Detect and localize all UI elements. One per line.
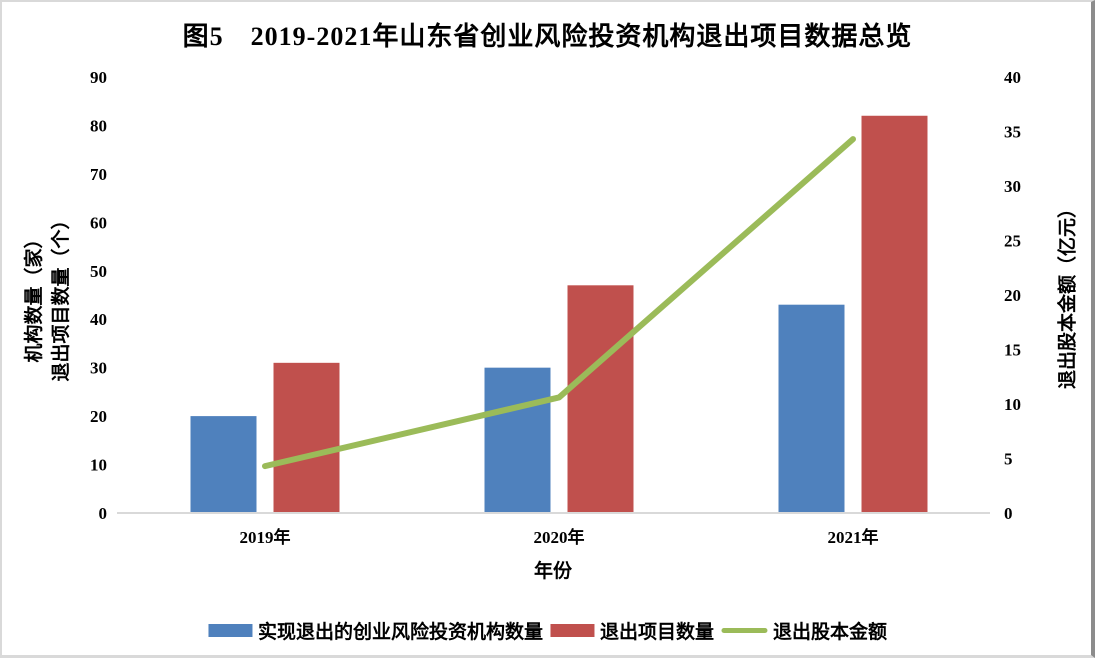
line-equity-amount: [262, 136, 856, 470]
right-axis-tick-label: 35: [1004, 123, 1021, 142]
right-axis-title: 退出股本金额（亿元）: [1057, 198, 1079, 390]
legend-swatch-red-bar: [549, 624, 594, 637]
bar-projects-2021年: [861, 115, 928, 513]
left-axis-title: 机构数量（家） 退出项目数量（个）: [21, 210, 75, 381]
right-axis-tick-label: 5: [1004, 450, 1013, 469]
bar-institutions-2021年: [778, 304, 845, 513]
legend-item-equity: 退出股本金额: [721, 617, 887, 644]
left-axis-tick-label: 30: [90, 359, 107, 378]
left-axis-tick-label: 90: [90, 68, 107, 87]
chart-title: 图5 2019-2021年山东省创业风险投资机构退出项目数据总览: [182, 22, 913, 51]
right-axis-tick-label: 0: [1004, 504, 1013, 523]
x-axis-category-label: 2020年: [534, 527, 585, 547]
plot-area: 0 10 20 30 40 50 60 70 80 90 0 5 10 15 20 25 30 35 40 2019年…: [90, 68, 1021, 547]
left-axis-tick-label: 20: [90, 407, 107, 426]
right-axis-tick-label: 30: [1004, 177, 1021, 196]
left-axis-title-line1: 机构数量（家）: [24, 229, 45, 363]
x-axis-category-label: 2021年: [828, 527, 879, 547]
bar-institutions-2020年: [484, 367, 551, 513]
left-axis-tick-label: 60: [90, 213, 107, 232]
left-axis-title-line2: 退出项目数量（个）: [51, 210, 72, 382]
left-axis-tick-label: 50: [90, 262, 107, 281]
right-axis-tick-label: 15: [1004, 341, 1021, 360]
x-axis-category-label: 2019年: [240, 527, 291, 547]
legend-swatch-blue-bar: [207, 624, 252, 637]
legend-swatch-green-line: [721, 628, 768, 633]
legend: 实现退出的创业风险投资机构数量 退出项目数量 退出股本金额: [207, 617, 887, 644]
legend-label-equity: 退出股本金额: [773, 622, 888, 643]
bar-projects-2020年: [567, 285, 634, 513]
left-axis-tick-label: 10: [90, 456, 107, 475]
right-axis-tick-label: 20: [1004, 286, 1021, 305]
left-axis-tick-label: 70: [90, 165, 107, 184]
left-axis-tick-label: 40: [90, 310, 107, 329]
legend-item-projects: 退出项目数量: [549, 617, 715, 644]
bar-institutions-2019年: [190, 416, 257, 513]
bar-projects-2019年: [273, 362, 340, 513]
legend-label-projects: 退出项目数量: [599, 622, 715, 643]
right-axis-tick-label: 25: [1004, 232, 1021, 251]
legend-label-institutions: 实现退出的创业风险投资机构数量: [257, 622, 543, 643]
right-axis-tick-label: 40: [1004, 68, 1021, 87]
right-axis-tick-label: 10: [1004, 395, 1021, 414]
left-axis-tick-label: 80: [90, 116, 107, 135]
legend-item-institutions: 实现退出的创业风险投资机构数量: [207, 617, 543, 644]
x-axis-title: 年份: [533, 561, 573, 582]
left-axis-tick-label: 0: [99, 504, 108, 523]
